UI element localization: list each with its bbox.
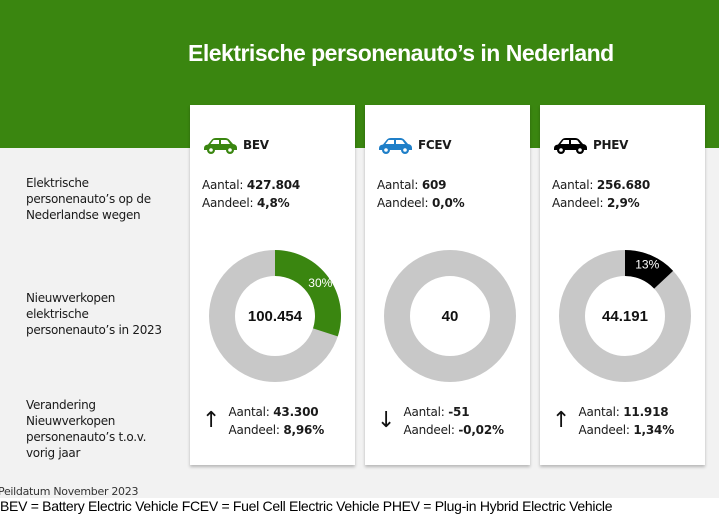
new-sales-total: 40 [441,307,459,325]
donut-share-segment [275,250,341,337]
fleet-count: Aantal: 427.804 [202,178,301,192]
fleet-share: Aandeel: 4,8% [202,196,290,210]
change-share: Aandeel: -0,02% [403,423,504,437]
row-label-on-road: Elektrische personenauto’s op de Nederla… [26,175,186,223]
card-header: BEV [202,135,269,155]
fleet-stats: Aantal: 256.680 Aandeel: 2,9% [552,176,650,212]
yearly-change: ↑ Aantal: 43.300 Aandeel: 8,96% [202,403,324,439]
car-icon [554,138,587,154]
yearly-change: ↑ Aantal: 11.918 Aandeel: 1,34% [552,403,674,439]
vehicle-type-label: PHEV [593,138,629,152]
donut-share-label: 30% [308,276,332,290]
new-sales-donut: 30% [209,250,341,382]
change-count: Aantal: 43.300 [228,405,319,419]
new-sales-donut [384,250,516,382]
fleet-stats: Aantal: 609 Aandeel: 0,0% [377,176,465,212]
car-icon [379,138,412,154]
row-label-line: personenauto’s in 2023 [26,323,162,337]
reference-date: Peildatum November 2023 [0,485,139,498]
row-label-change: Verandering Nieuwverkopen personenauto’s… [26,397,186,461]
new-sales-total: 44.191 [602,307,648,325]
page-title: Elektrische personenauto’s in Nederland [188,40,614,66]
vehicle-card-phev: PHEV Aantal: 256.680 Aandeel: 2,9% 13% 4… [540,105,705,465]
row-label-line: elektrische [26,307,89,321]
donut-rest-segment [384,250,516,382]
donut-share-segment [625,250,674,289]
row-label-line: Nederlandse wegen [26,208,141,222]
arrow-up-icon: ↑ [552,408,571,433]
car-icon [204,138,237,154]
fleet-count: Aantal: 256.680 [552,178,651,192]
header-banner: Elektrische personenauto’s in Nederland [0,0,719,148]
row-label-line: personenauto’s op de [26,192,151,206]
row-label-line: vorig jaar [26,446,81,460]
yearly-change: ↓ Aantal: -51 Aandeel: -0,02% [377,403,504,439]
row-label-line: Verandering [26,398,96,412]
arrow-down-icon: ↓ [377,408,396,433]
vehicle-type-label: BEV [243,138,269,152]
fleet-stats: Aantal: 427.804 Aandeel: 4,8% [202,176,300,212]
vehicle-card-bev: BEV Aantal: 427.804 Aandeel: 4,8% 30% 10… [190,105,355,465]
card-header: PHEV [552,135,628,155]
change-share: Aandeel: 1,34% [578,423,675,437]
row-label-line: Elektrische [26,176,89,190]
row-label-line: Nieuwverkopen [26,414,116,428]
card-header: FCEV [377,135,452,155]
vehicle-card-fcev: FCEV Aantal: 609 Aandeel: 0,0% 40 ↓ Aant… [365,105,530,465]
vehicle-type-label: FCEV [418,138,452,152]
new-sales-total: 100.454 [247,307,303,325]
row-label-line: personenauto’s t.o.v. [26,430,147,444]
fleet-share: Aandeel: 2,9% [552,196,640,210]
abbreviation-legend: BEV = Battery Electric Vehicle FCEV = Fu… [0,498,719,515]
donut-share-label: 13% [635,258,659,272]
change-share: Aandeel: 8,96% [228,423,325,437]
new-sales-donut: 13% [559,250,691,382]
row-label-line: Nieuwverkopen [26,291,116,305]
change-count: Aantal: 11.918 [578,405,669,419]
row-label-new-sales: Nieuwverkopen elektrische personenauto’s… [26,290,186,338]
fleet-count: Aantal: 609 [377,178,447,192]
fleet-share: Aandeel: 0,0% [377,196,465,210]
change-count: Aantal: -51 [403,405,470,419]
arrow-up-icon: ↑ [202,408,221,433]
